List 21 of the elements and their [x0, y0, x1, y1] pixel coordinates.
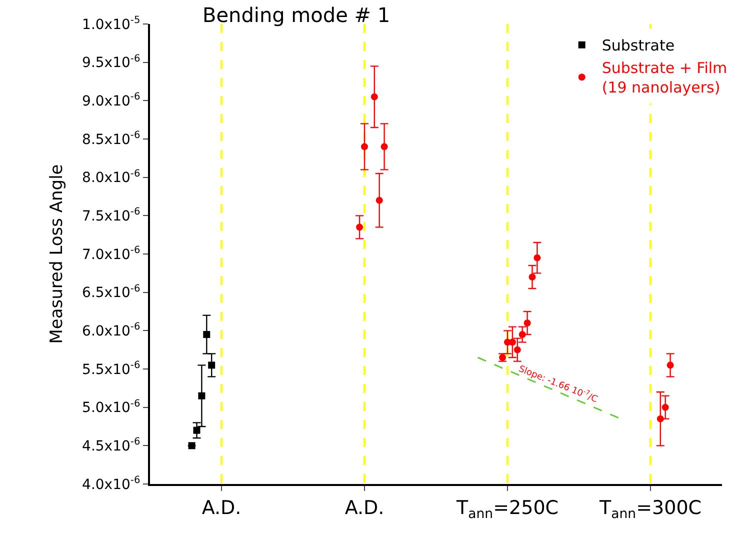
y-tick-label: 9.0x10$^{-6}$	[82, 92, 140, 110]
y-tick-label: 8.5x10$^{-6}$	[82, 130, 140, 148]
y-tick-label: 5.0x10$^{-6}$	[82, 398, 140, 416]
chart-title: Bending mode # 1	[202, 3, 390, 28]
y-tick-label: 8.0x10$^{-6}$	[82, 168, 140, 186]
legend-label: Substrate	[602, 36, 675, 55]
x-tick-label: T$_{ann}$=250C	[455, 496, 559, 522]
x-tick-label: T$_{ann}$=300C	[598, 496, 702, 522]
x-tick-label: A.D.	[344, 496, 384, 519]
y-axis-title: Measured Loss Angle	[47, 164, 68, 344]
y-tick-label: 7.0x10$^{-6}$	[82, 245, 140, 263]
y-tick-label: 4.0x10$^{-6}$	[82, 475, 140, 493]
legend-label: Substrate + Film (19 nanolayers)	[602, 59, 728, 97]
y-tick-label: 5.5x10$^{-6}$	[82, 360, 140, 378]
y-tick-label: 9.5x10$^{-6}$	[82, 53, 140, 72]
y-tick-label: 4.5x10$^{-6}$	[82, 436, 140, 455]
y-tick-label: 6.5x10$^{-6}$	[82, 283, 140, 302]
x-tick-label: A.D.	[202, 496, 242, 519]
y-tick-label: 6.0x10$^{-6}$	[82, 322, 140, 340]
y-tick-label: 7.5x10$^{-6}$	[82, 206, 140, 225]
y-tick-label: 1.0x10$^{-5}$	[82, 15, 140, 33]
